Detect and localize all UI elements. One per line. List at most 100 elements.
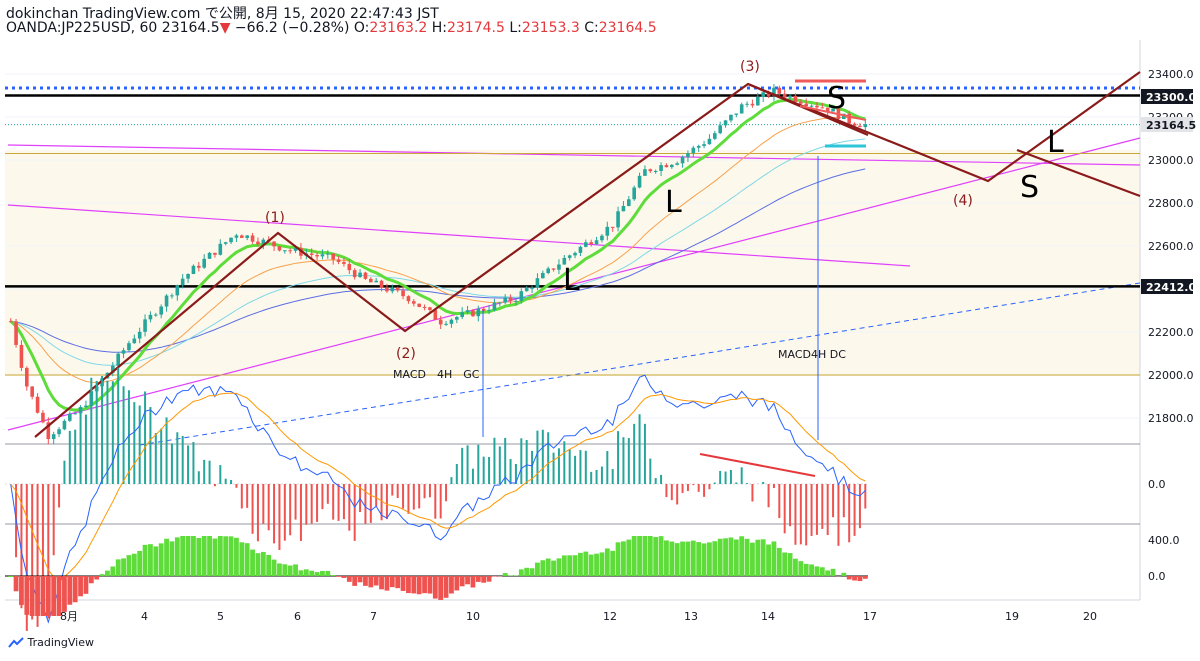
candle-body bbox=[551, 268, 556, 270]
candle-body bbox=[223, 242, 228, 244]
oscillator-bar bbox=[857, 576, 863, 582]
oscillator-bar bbox=[809, 564, 814, 576]
oscillator-bar bbox=[610, 550, 616, 576]
price-label-23300: 23300.0 bbox=[1146, 91, 1196, 104]
candle-body bbox=[562, 257, 567, 265]
oscillator-bar bbox=[234, 537, 239, 576]
oscillator-bar bbox=[492, 576, 497, 577]
oscillator-bar bbox=[459, 576, 465, 587]
oscillator-bar bbox=[561, 555, 567, 576]
ma-cyan-line bbox=[10, 138, 866, 366]
oscillator-bar bbox=[330, 575, 336, 576]
candle-body bbox=[132, 338, 137, 344]
candle-body bbox=[25, 367, 29, 387]
candle-body bbox=[342, 262, 346, 264]
x-tick: 8月 bbox=[60, 610, 78, 623]
candle-body bbox=[557, 264, 561, 270]
candle-body bbox=[186, 274, 190, 279]
oscillator-bar bbox=[841, 572, 847, 576]
oscillator-bar bbox=[782, 552, 788, 576]
oscillator-bar bbox=[282, 564, 288, 576]
candle-body bbox=[852, 123, 857, 126]
symbol-label[interactable]: OANDA:JP225USD, 60 bbox=[6, 20, 158, 36]
oscillator-bar bbox=[40, 576, 46, 616]
candle-body bbox=[723, 120, 728, 126]
candle-body bbox=[143, 319, 147, 332]
oscillator-bar bbox=[320, 570, 325, 576]
oscillator-bar bbox=[19, 576, 24, 605]
oscillator-bar bbox=[685, 541, 691, 576]
oscillator-bar bbox=[142, 544, 148, 576]
long-marker: L bbox=[563, 263, 580, 298]
oscillator-bar bbox=[35, 576, 40, 616]
macd-dc-note: MACD4H DC bbox=[778, 348, 846, 361]
oscillator-bar bbox=[540, 560, 546, 576]
candle-body bbox=[84, 405, 88, 408]
macd-zero-tick: 0.0 bbox=[1148, 478, 1166, 491]
candle-body bbox=[498, 302, 502, 304]
oscillator-bar bbox=[744, 538, 750, 576]
oscillator-bar bbox=[207, 536, 212, 576]
oscillator-bar bbox=[239, 542, 245, 576]
candle-body bbox=[62, 420, 67, 430]
oscillator-bar bbox=[642, 536, 648, 576]
candle-body bbox=[331, 253, 335, 260]
candle-body bbox=[782, 93, 787, 98]
wave-segment bbox=[1016, 148, 1141, 198]
oscillator-bar bbox=[481, 576, 487, 583]
oscillator-bar bbox=[223, 536, 229, 576]
oscillator-bar bbox=[346, 576, 352, 582]
candle-body bbox=[793, 95, 798, 102]
candle-body bbox=[541, 272, 545, 279]
candle-body bbox=[707, 138, 712, 145]
candle-body bbox=[455, 317, 459, 320]
oscillator-bar bbox=[260, 551, 266, 576]
candle-body bbox=[772, 87, 776, 97]
oscillator-bar bbox=[255, 553, 261, 576]
oscillator-bar bbox=[766, 544, 771, 576]
candle-body bbox=[444, 323, 448, 325]
long-marker: L bbox=[665, 185, 682, 220]
candle-body bbox=[438, 319, 443, 325]
oscillator-bar bbox=[427, 576, 433, 594]
oscillator-bar bbox=[411, 576, 417, 594]
candle-body bbox=[315, 254, 319, 257]
candle-body bbox=[713, 133, 717, 139]
oscillator-bar bbox=[626, 539, 632, 576]
candle-body bbox=[718, 125, 722, 134]
oscillator-bar bbox=[846, 576, 852, 580]
ma-blue-line bbox=[10, 168, 866, 353]
candle-body bbox=[476, 308, 481, 317]
oscillator-bar bbox=[449, 576, 454, 594]
oscillator-bar bbox=[389, 576, 395, 588]
oscillator-bar bbox=[298, 570, 304, 576]
y-tick: 22600.0 bbox=[1148, 240, 1194, 253]
candle-body bbox=[35, 396, 40, 413]
candle-body bbox=[111, 365, 115, 373]
open-value: 23163.2 bbox=[369, 20, 428, 36]
oscillator-bar bbox=[465, 576, 470, 585]
candle-body bbox=[487, 309, 491, 311]
candle-body bbox=[600, 235, 604, 241]
candle-body bbox=[621, 205, 626, 212]
oscillator-bar bbox=[814, 566, 820, 576]
candle-body bbox=[207, 252, 212, 259]
candle-body bbox=[686, 153, 690, 158]
close-value: 23164.5 bbox=[598, 20, 657, 36]
candle-body bbox=[272, 241, 276, 247]
candle-body bbox=[213, 252, 217, 255]
oscillator-bar bbox=[185, 536, 191, 576]
candle-body bbox=[637, 175, 642, 188]
candle-body bbox=[283, 250, 287, 252]
candle-body bbox=[137, 331, 142, 339]
candle-body bbox=[218, 243, 223, 255]
tradingview-brand[interactable]: TradingView bbox=[8, 636, 94, 649]
oscillator-bar bbox=[443, 576, 449, 598]
oscillator-bar bbox=[309, 570, 315, 576]
oscillator-bar bbox=[637, 536, 642, 576]
oscillator-bar bbox=[126, 555, 132, 576]
candle-body bbox=[68, 413, 72, 421]
candle-body bbox=[293, 247, 298, 251]
candle-body bbox=[390, 287, 395, 292]
